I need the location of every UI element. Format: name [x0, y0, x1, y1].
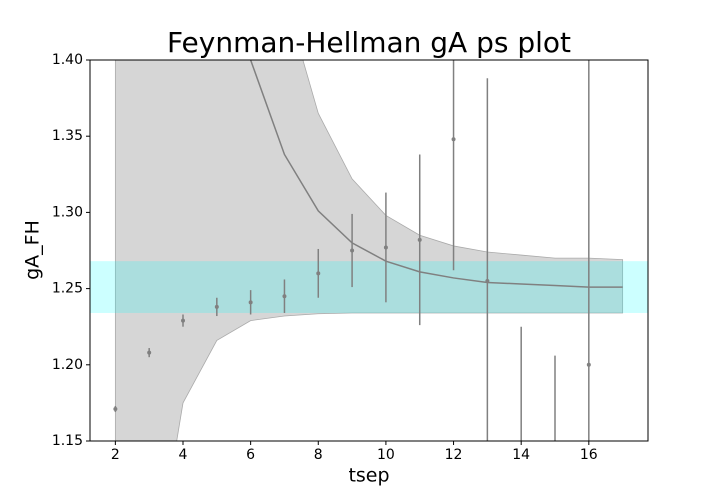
y-axis-label: gA_FH [22, 220, 44, 280]
data-point [147, 350, 152, 355]
y-tick-label: 1.20 [52, 357, 83, 373]
x-tick-label: 6 [246, 447, 255, 463]
constant-band [90, 261, 648, 313]
x-tick-label: 12 [445, 447, 463, 463]
y-tick-label: 1.25 [52, 281, 83, 297]
data-point [451, 137, 456, 142]
y-tick-label: 1.15 [52, 433, 83, 449]
data-point [417, 237, 422, 242]
data-point [586, 362, 591, 367]
plot-area [90, 60, 648, 441]
data-point [282, 294, 287, 299]
x-axis-label: tsep [348, 465, 389, 487]
data-point [113, 406, 118, 411]
x-tick-label: 14 [512, 447, 530, 463]
x-tick-label: 4 [179, 447, 188, 463]
data-point [181, 318, 185, 323]
data-point [214, 304, 219, 309]
data-point [316, 271, 321, 276]
x-tick-label: 2 [111, 447, 120, 463]
data-point [383, 245, 388, 250]
x-tick-label: 10 [377, 447, 395, 463]
axes-frame [89, 59, 649, 442]
data-point [485, 278, 490, 283]
x-tick-label: 16 [580, 447, 598, 463]
x-tick-label: 8 [314, 447, 323, 463]
chart-title: Feynman-Hellman gA ps plot [167, 26, 571, 59]
fit-line [249, 60, 623, 288]
y-tick-label: 1.30 [52, 204, 83, 220]
y-tick-label: 1.35 [52, 128, 83, 144]
fit-band [114, 60, 624, 441]
data-point [350, 248, 355, 253]
data-point [248, 300, 253, 305]
y-tick-label: 1.40 [52, 52, 83, 68]
axes: 1.15 1.20 1.25 1.30 1.35 1.40 2 4 6 8 10 12 14 16 [52, 52, 649, 463]
